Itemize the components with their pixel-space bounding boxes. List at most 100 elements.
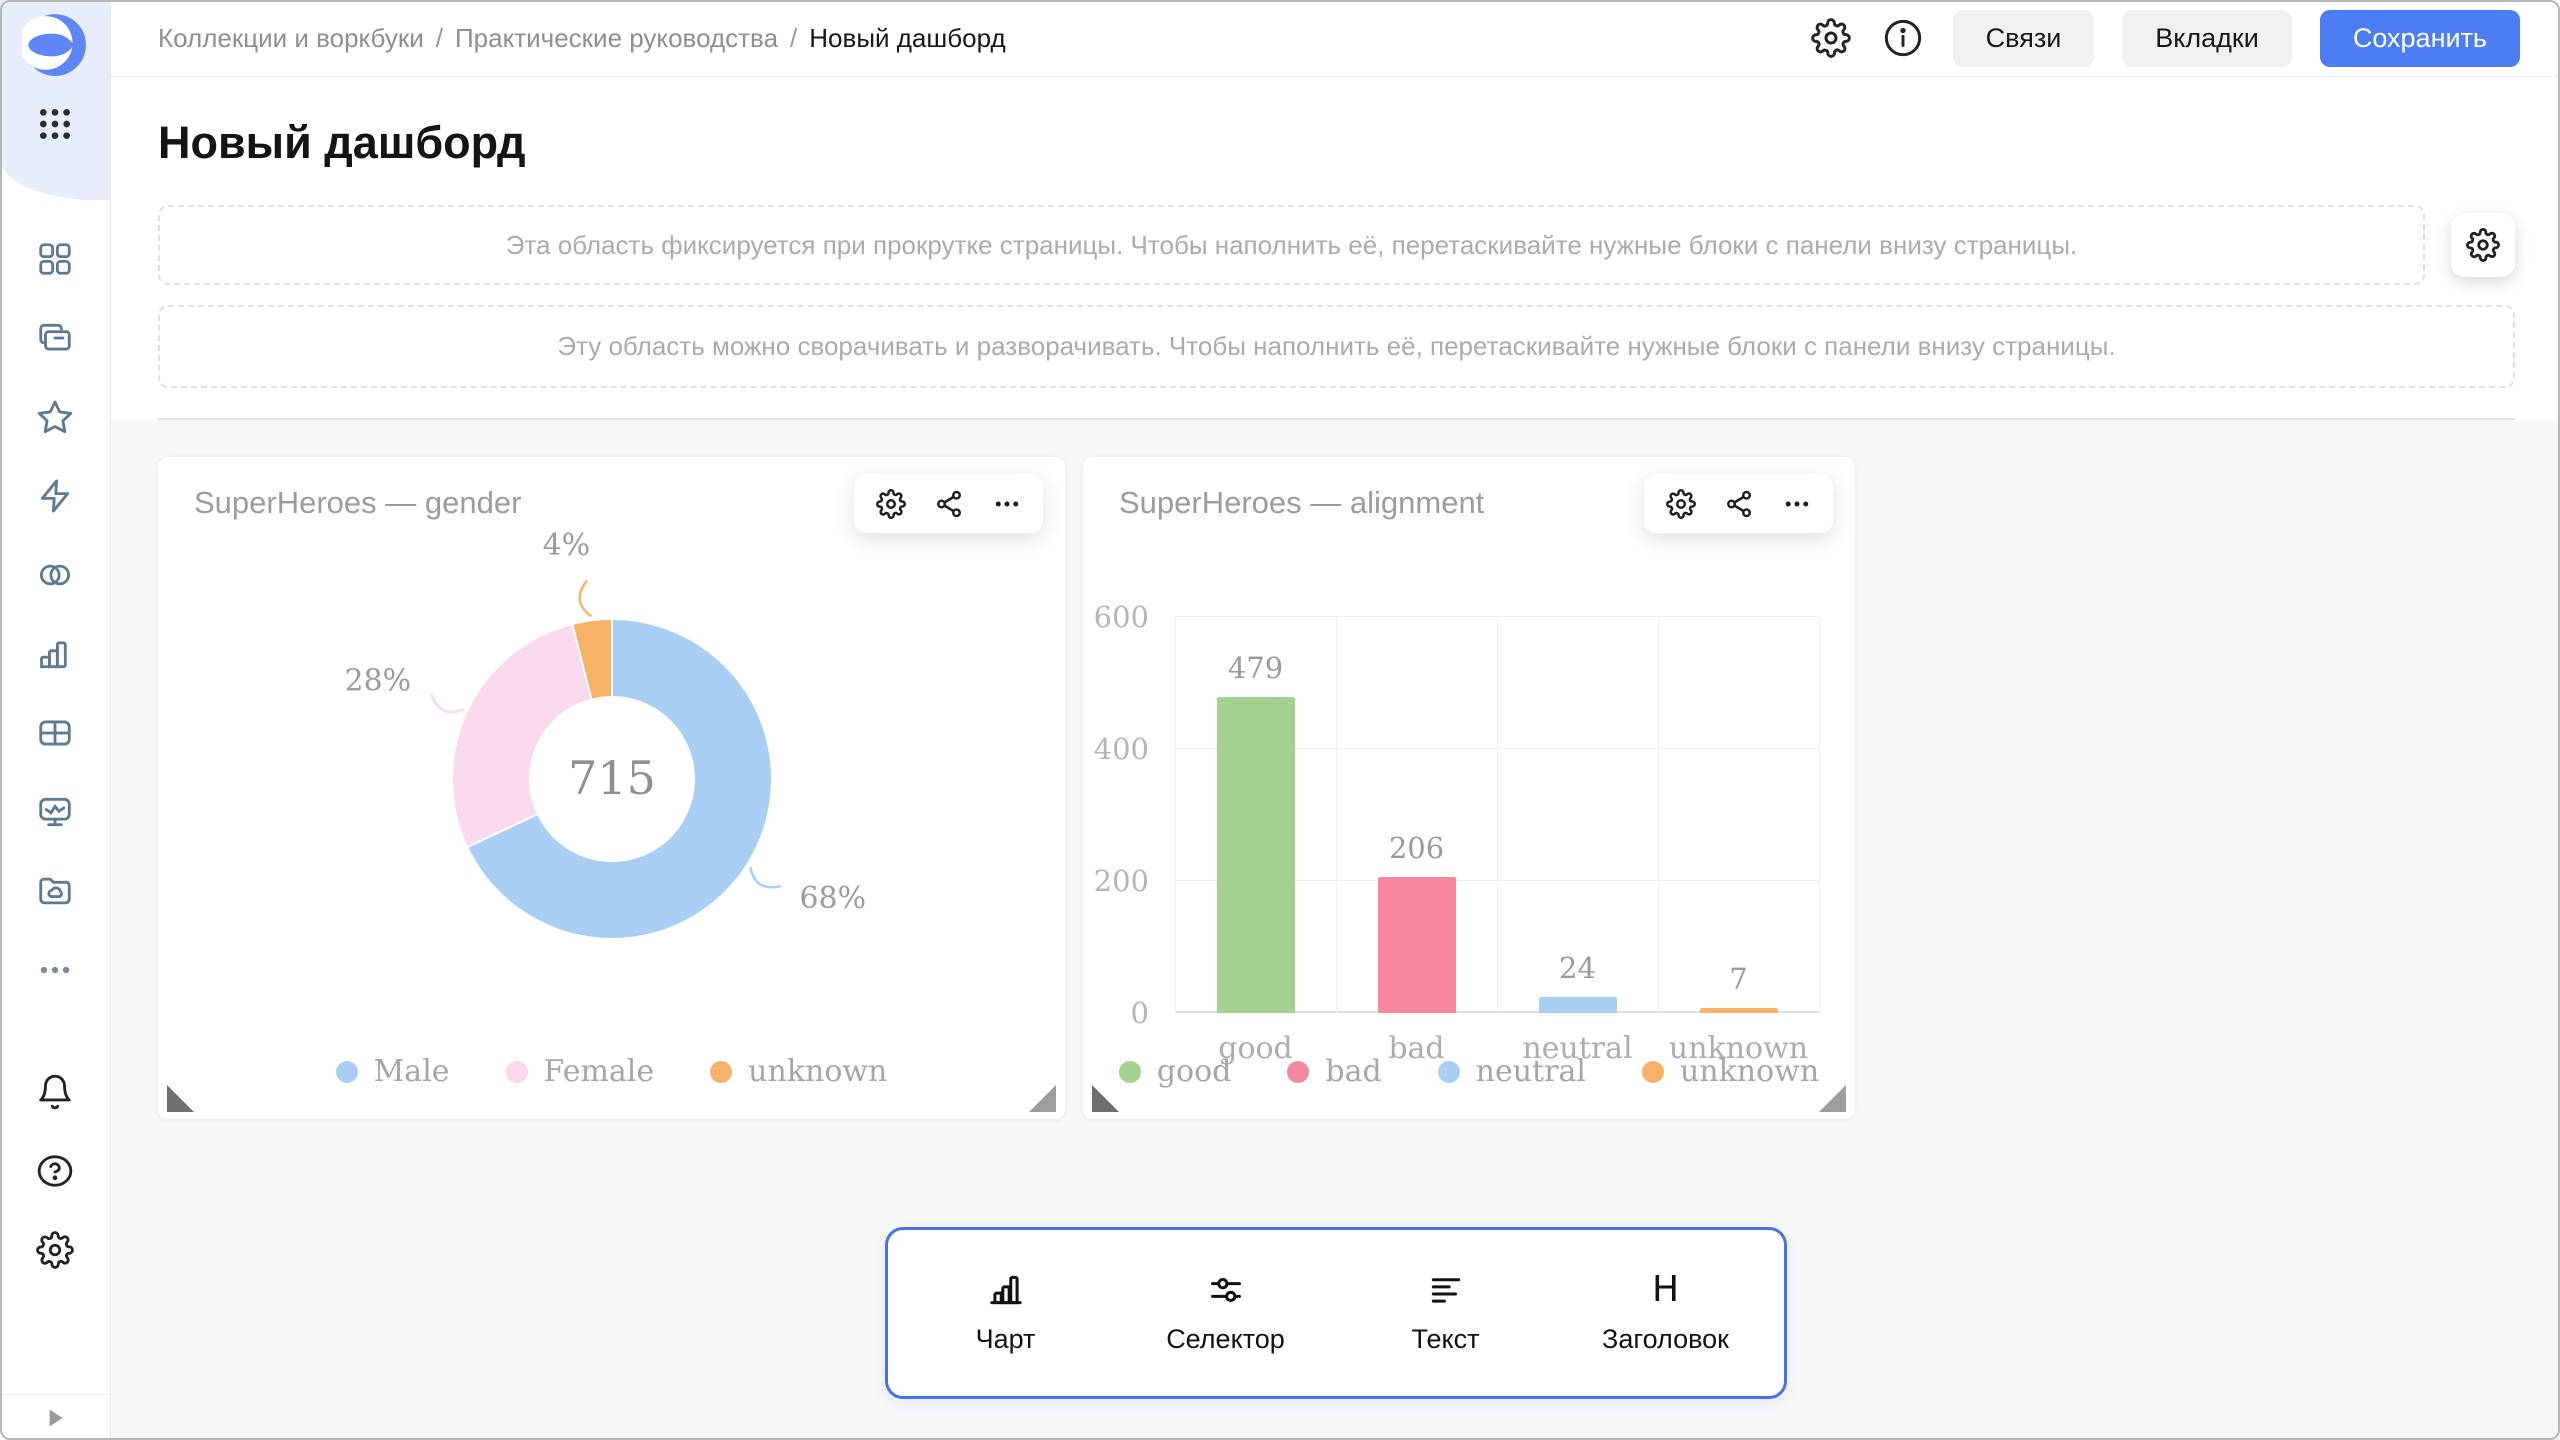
favorites-icon [37, 400, 73, 434]
add-selector-button[interactable]: Селектор [1116, 1271, 1336, 1355]
y-tick-label: 600 [1093, 600, 1149, 634]
chart-more-button[interactable] [1781, 488, 1812, 519]
donut-percent-label: 68% [799, 881, 866, 916]
tabs-button[interactable]: Вкладки [2122, 9, 2292, 67]
resize-handle-bottom-left[interactable] [167, 1085, 194, 1112]
legend-label: bad [1325, 1054, 1382, 1089]
chart-settings-button[interactable] [1665, 488, 1696, 519]
sidebar-item-storage[interactable] [34, 870, 76, 912]
bar-good[interactable] [1216, 696, 1295, 1013]
sidebar-item-favorites[interactable] [34, 396, 76, 438]
chart-settings-button[interactable] [875, 488, 906, 519]
sidebar-nav [0, 238, 110, 991]
sidebar-item-datasets[interactable] [34, 554, 76, 596]
storage-icon [39, 877, 71, 905]
sidebar-bottom [0, 1071, 110, 1271]
y-tick-label: 200 [1093, 864, 1149, 898]
donut-label-line [749, 866, 782, 889]
add-heading-button[interactable]: H Заголовок [1556, 1271, 1776, 1355]
sidebar-item-settings[interactable] [34, 1229, 76, 1271]
legend-dot [1641, 1060, 1664, 1083]
links-button[interactable]: Связи [1952, 9, 2095, 67]
legend-item-good[interactable]: good [1118, 1054, 1231, 1089]
gridline-x [1658, 617, 1659, 1013]
sidebar-item-charts[interactable] [34, 633, 76, 675]
chart-card-alignment[interactable]: SuperHeroes — alignment [1083, 457, 1855, 1119]
bar-value-label: 479 [1227, 650, 1284, 685]
legend-item-Male[interactable]: Male [335, 1054, 450, 1089]
sidebar-item-connections[interactable] [34, 475, 76, 517]
bar-chart: 0 200 400 600 479 good 206 bad 24 neutral 7 unknown [1094, 600, 1820, 1066]
sidebar-item-dashboards[interactable] [34, 238, 76, 280]
breadcrumb-workbook[interactable]: Практические руководства [454, 22, 779, 53]
sidebar-item-monitoring[interactable] [34, 791, 76, 833]
help-icon [37, 1155, 73, 1187]
donut-percent-label: 28% [344, 663, 411, 698]
resize-handle-bottom-right[interactable] [1029, 1085, 1056, 1112]
dashboard-settings-button[interactable] [1809, 16, 1853, 60]
sidebar-item-help[interactable] [34, 1150, 76, 1192]
donut-slice-unknown[interactable] [570, 617, 613, 701]
legend-item-unknown[interactable]: unknown [710, 1054, 887, 1089]
block-label: Селектор [1166, 1324, 1285, 1354]
chart-card-gender[interactable]: SuperHeroes — gender [158, 457, 1065, 1119]
settings-icon [1810, 18, 1851, 58]
add-chart-button[interactable]: Чарт [896, 1271, 1116, 1355]
dashboard-info-button[interactable] [1881, 16, 1925, 60]
resize-handle-bottom-right[interactable] [1819, 1085, 1846, 1112]
donut-chart: 68% 28% 4% 715 [158, 527, 1065, 997]
legend-label: neutral [1475, 1054, 1586, 1089]
legend-item-neutral[interactable]: neutral [1437, 1054, 1586, 1089]
bar-unknown[interactable] [1699, 1008, 1778, 1013]
bar-bad[interactable] [1377, 877, 1456, 1013]
more-icon [40, 966, 70, 974]
legend-dot [1118, 1060, 1141, 1083]
legend-item-Female[interactable]: Female [505, 1054, 655, 1089]
card-actions [854, 474, 1043, 533]
sidebar-item-more[interactable] [34, 949, 76, 991]
fixed-area-placeholder[interactable]: Эта область фиксируется при прокрутке ст… [158, 205, 2425, 285]
legend-label: Female [543, 1054, 655, 1089]
collections-icon [39, 323, 71, 351]
chart-more-button[interactable] [991, 488, 1022, 519]
settings-icon [36, 1231, 74, 1269]
breadcrumb-current: Новый дашборд [809, 22, 1006, 53]
card-actions [1644, 474, 1833, 533]
x-category-label: bad [1388, 1031, 1445, 1066]
breadcrumb-collections[interactable]: Коллекции и воркбуки [158, 22, 424, 53]
chart-share-button[interactable] [1723, 488, 1754, 519]
resize-handle-bottom-left[interactable] [1092, 1085, 1119, 1112]
breadcrumb-separator: / [790, 22, 798, 53]
block-label: Заголовок [1602, 1324, 1729, 1354]
selector-icon [1210, 1278, 1241, 1302]
cards-row: SuperHeroes — gender [158, 457, 2560, 1119]
monitoring-icon [39, 797, 71, 827]
donut-slice-Male[interactable] [465, 617, 773, 940]
add-text-button[interactable]: Текст [1336, 1271, 1556, 1355]
legend-label: unknown [1679, 1054, 1820, 1089]
legend-item-bad[interactable]: bad [1287, 1054, 1382, 1089]
add-blocks-panel: Чарт Селектор [884, 1227, 1787, 1399]
page-title: Новый дашборд [158, 117, 526, 168]
sidebar-item-notifications[interactable] [34, 1071, 76, 1113]
sidebar-item-tables[interactable] [34, 712, 76, 754]
gridline-x [1497, 617, 1498, 1013]
collapsible-area-placeholder[interactable]: Эту область можно сворачивать и разворач… [158, 305, 2515, 388]
legend-dot [1287, 1060, 1310, 1083]
donut-slice-Female[interactable] [451, 622, 593, 849]
save-button[interactable]: Сохранить [2319, 9, 2520, 67]
apps-grid-button[interactable] [35, 104, 75, 144]
chart-share-button[interactable] [933, 488, 964, 519]
sidebar-logo-area [0, 0, 110, 200]
legend-dot [1437, 1060, 1460, 1083]
donut-label-line [578, 579, 593, 618]
fixed-area-settings-button[interactable] [2451, 213, 2515, 277]
bar-neutral[interactable] [1538, 997, 1617, 1013]
datalens-logo[interactable] [22, 12, 88, 78]
legend-item-unknown[interactable]: unknown [1641, 1054, 1820, 1089]
fixed-area-row: Эта область фиксируется при прокрутке ст… [158, 205, 2515, 285]
legend-dot [335, 1060, 358, 1083]
sidebar-item-collections[interactable] [34, 317, 76, 359]
expand-icon[interactable] [42, 1405, 68, 1431]
card-head: SuperHeroes — gender [158, 457, 1065, 521]
